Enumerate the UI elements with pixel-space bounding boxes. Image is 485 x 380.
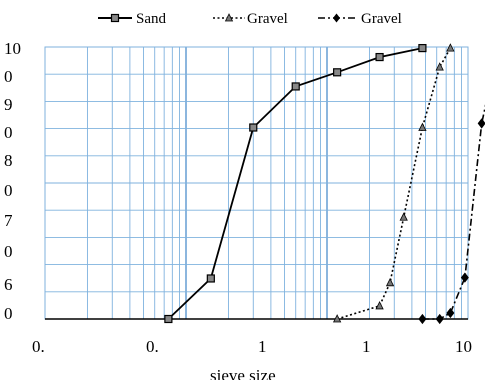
legend-item-2: Gravel: [318, 11, 402, 27]
series-line-1: [336, 47, 452, 320]
x-tick-label: 1: [362, 337, 371, 356]
y-tick-label: 7: [4, 211, 13, 230]
x-axis-label: sieve size: [210, 366, 276, 380]
series-line-2: [422, 104, 485, 320]
data-point-0-0: [164, 314, 173, 324]
y-axis-tick-labels: 0 6 0 7 0 8 0 9 0 10: [4, 39, 21, 323]
x-tick-label: 1: [258, 337, 267, 356]
data-point-2-3: [460, 272, 469, 283]
y-tick-label: 0: [4, 242, 13, 261]
series-1: [332, 43, 455, 323]
legend-marker-2: [333, 13, 340, 23]
data-point-0-1: [206, 274, 215, 283]
plot-border: [44, 46, 469, 320]
legend-marker-1: [224, 13, 234, 22]
data-point-2-2: [446, 307, 455, 319]
data-point-1-2: [385, 277, 395, 287]
grid-lines: [45, 47, 468, 319]
x-tick-label: 0.: [146, 337, 159, 356]
legend: Sand Gravel Gravel: [98, 11, 402, 27]
x-tick-label: 0.: [32, 337, 45, 356]
y-tick-label: 0: [4, 304, 13, 323]
series-layer: [164, 43, 485, 325]
data-point-2-1: [435, 313, 444, 325]
legend-label-1: Gravel: [247, 11, 288, 27]
data-point-0-5: [375, 52, 384, 62]
data-point-2-4: [477, 118, 485, 129]
legend-item-1: Gravel: [213, 11, 288, 27]
series-2: [418, 104, 485, 325]
data-point-2-0: [418, 313, 427, 325]
data-point-0-6: [418, 43, 427, 53]
y-tick-label: 10: [4, 39, 21, 58]
y-tick-label: 0: [4, 181, 13, 200]
y-tick-label: 9: [4, 95, 13, 114]
data-point-0-4: [333, 68, 342, 77]
y-tick-label: 0: [4, 67, 13, 86]
data-point-1-4: [418, 122, 427, 131]
legend-label-2: Gravel: [361, 11, 402, 27]
legend-item-0: Sand: [98, 11, 167, 27]
data-point-1-1: [375, 301, 384, 310]
data-point-1-5: [435, 62, 444, 71]
legend-label-0: Sand: [136, 11, 167, 27]
data-point-0-2: [249, 123, 258, 132]
data-point-0-3: [291, 82, 300, 91]
series-0: [164, 43, 427, 324]
data-point-1-3: [399, 212, 408, 221]
x-axis-tick-labels: 0. 0. 1 1 10: [32, 337, 472, 356]
y-tick-label: 0: [4, 123, 13, 142]
y-tick-label: 6: [4, 275, 13, 294]
x-tick-label: 10: [455, 337, 472, 356]
legend-marker-0: [110, 13, 120, 23]
data-point-1-6: [446, 43, 455, 52]
data-point-1-0: [332, 314, 342, 323]
y-tick-label: 8: [4, 151, 13, 170]
